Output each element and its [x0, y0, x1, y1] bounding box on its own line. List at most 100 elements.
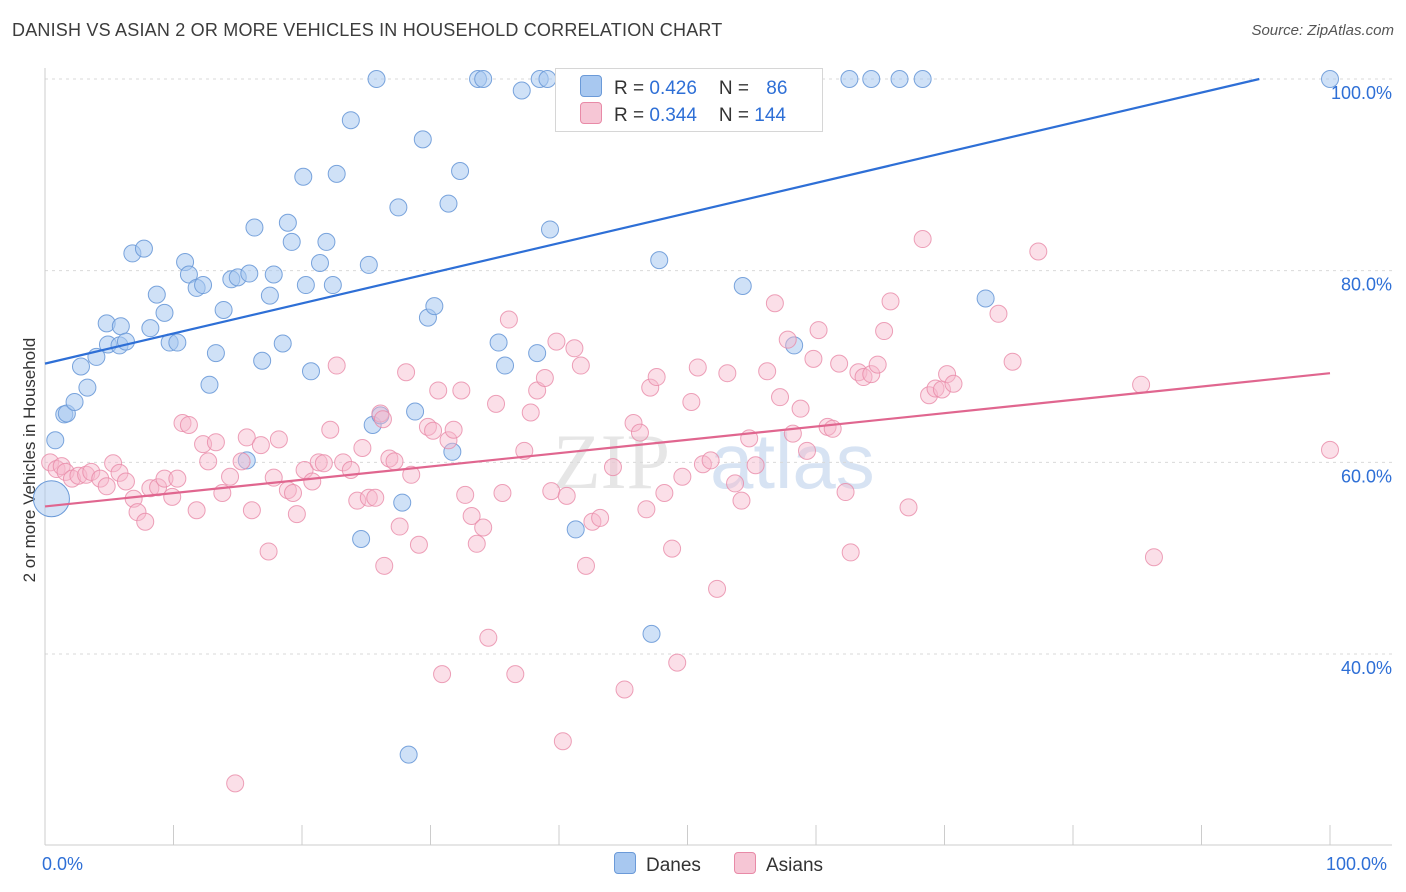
danes-point [327, 164, 346, 183]
asians-point [771, 388, 790, 407]
y-tick-label-80: 80.0% [1341, 275, 1392, 295]
svg-text:ZIP: ZIP [553, 418, 670, 505]
asians-point [226, 774, 245, 793]
asians-point [521, 403, 540, 422]
danes-point [116, 332, 135, 351]
asians-point [836, 483, 855, 502]
svg-text:atlas: atlas [710, 417, 875, 505]
danes-point [214, 300, 233, 319]
asians-point [284, 484, 303, 502]
asians-point [334, 453, 353, 472]
asians-point [542, 482, 561, 501]
asians-point [424, 421, 443, 440]
danes-legend-label: Danes [646, 855, 701, 876]
asians-point [155, 469, 174, 488]
legend-row-asians: R = 0.344 N = 144 [580, 102, 786, 127]
asians-point [221, 467, 240, 486]
trend-lines [44, 77, 1331, 508]
asians-legend-swatch [734, 852, 756, 874]
danes-point [282, 232, 301, 251]
asians-point [591, 508, 610, 527]
danes-point [512, 81, 531, 100]
asians-point [647, 368, 666, 387]
danes-point [294, 167, 313, 186]
asians-point [456, 485, 475, 504]
asians-point [804, 349, 823, 368]
danes-point [406, 402, 425, 421]
danes-point [168, 333, 187, 352]
danes-point [541, 220, 560, 239]
asians-point [116, 472, 135, 491]
danes-point [317, 232, 336, 251]
asians-point [402, 465, 421, 484]
source-attribution: Source: ZipAtlas.com [1251, 22, 1394, 39]
asians-point [303, 472, 322, 491]
asians-point [462, 507, 481, 525]
asians-point [187, 501, 206, 520]
asians-point [868, 355, 887, 374]
danes-point [341, 111, 360, 130]
asians-point [553, 732, 572, 751]
danes-n-value: 86 [766, 78, 788, 99]
asians-point [701, 451, 720, 470]
asians-point [237, 428, 256, 447]
asians-point [1132, 375, 1151, 394]
asians-point [899, 498, 918, 517]
asians-point [309, 453, 328, 472]
asians-point [881, 292, 900, 311]
danes-point [1321, 70, 1339, 88]
asians-point [251, 436, 270, 455]
asians-point [397, 363, 416, 382]
danes-point [489, 333, 508, 352]
axes [44, 68, 1392, 846]
asians-point [1029, 242, 1048, 261]
asians-point [809, 321, 828, 340]
asians-point [163, 487, 182, 506]
asians-point [206, 433, 225, 452]
asians-point [373, 410, 392, 429]
danes-point [32, 480, 70, 518]
asians-point [474, 518, 493, 537]
danes-point [260, 286, 279, 305]
asians-point [718, 364, 737, 383]
asians-point [944, 374, 963, 393]
asians-point [547, 332, 566, 351]
y-tick-labels: 40.0% 60.0% 80.0% 100.0% [1331, 83, 1392, 678]
asians-swatch [580, 102, 602, 124]
danes-point [496, 356, 515, 375]
asians-point [765, 294, 784, 313]
danes-point [111, 317, 130, 336]
danes-point [890, 70, 909, 88]
asians-point [82, 462, 101, 481]
asians-point [830, 354, 849, 373]
asians-point [571, 356, 590, 375]
danes-point [367, 70, 386, 88]
stats-legend: R = 0.426 N = 86 R = 0.344 N = 144 [555, 68, 823, 132]
asians-point [1144, 548, 1163, 567]
asians-n-value: 144 [754, 105, 786, 126]
asians-point [688, 358, 707, 377]
bottom-legend-asians: Asians [734, 852, 823, 877]
asians-point [41, 453, 60, 472]
asians-point [141, 479, 160, 498]
bottom-legend-danes: Danes [614, 852, 701, 877]
danes-point [389, 198, 408, 217]
y-tick-label-100: 100.0% [1331, 83, 1392, 103]
asians-point [535, 369, 554, 387]
asians-point [359, 488, 378, 507]
danes-trend-line [44, 77, 1260, 365]
danes-point [439, 194, 458, 213]
asians-point [798, 441, 817, 460]
danes-point [237, 451, 256, 470]
asians-point [168, 469, 187, 488]
asians-point [1003, 352, 1022, 371]
asians-point [433, 665, 452, 684]
danes-point [399, 745, 418, 764]
danes-point [359, 255, 378, 274]
asians-point [77, 465, 96, 484]
danes-point [147, 285, 166, 304]
danes-point [301, 362, 320, 381]
asians-point [429, 381, 448, 400]
asians-points [41, 230, 1339, 793]
